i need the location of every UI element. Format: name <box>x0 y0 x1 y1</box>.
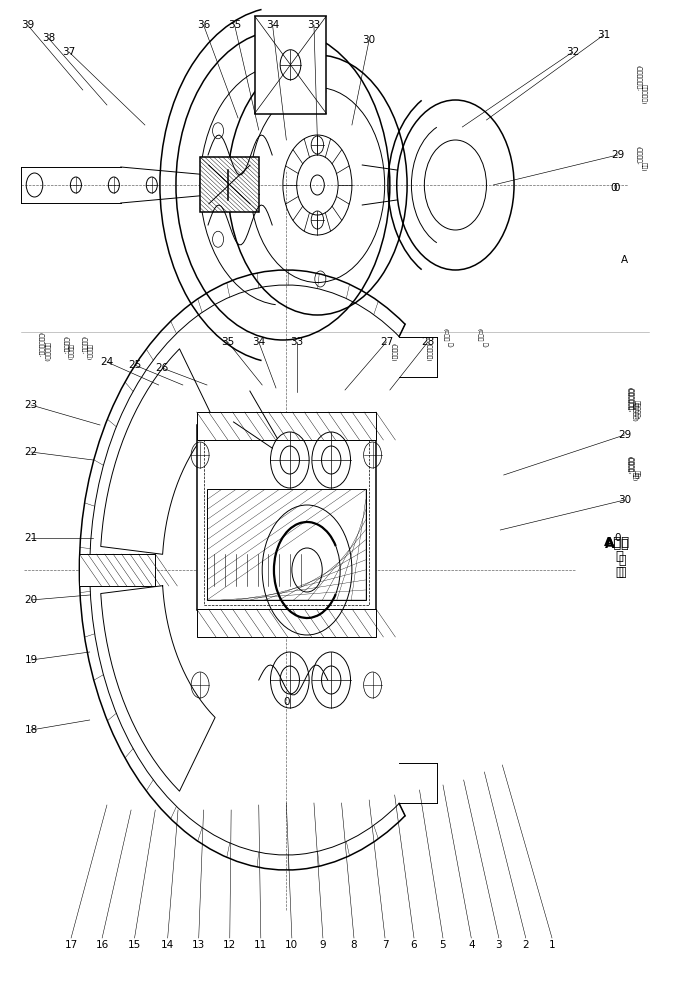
Text: 锁符): 锁符) <box>633 470 639 480</box>
Text: 17: 17 <box>64 940 78 950</box>
Text: 29: 29 <box>618 430 631 440</box>
Bar <box>197 425 376 610</box>
Text: 15: 15 <box>128 940 141 950</box>
Text: 3: 3 <box>495 940 502 950</box>
Text: 重直中弹符): 重直中弹符) <box>633 400 639 420</box>
Text: (刀座弹簧,: (刀座弹簧, <box>627 456 632 474</box>
Text: (固步弹簧,: (固步弹簧, <box>62 336 68 354</box>
Text: 34: 34 <box>266 20 279 30</box>
Bar <box>207 489 366 600</box>
Text: 34: 34 <box>252 337 266 347</box>
Text: 20: 20 <box>24 595 38 605</box>
Text: 23: 23 <box>24 400 38 410</box>
Text: 固步弹簧): 固步弹簧) <box>86 344 91 360</box>
Text: 0: 0 <box>283 697 290 707</box>
Text: 19: 19 <box>24 655 38 665</box>
Text: 35: 35 <box>228 20 242 30</box>
Text: 1: 1 <box>549 940 555 950</box>
Text: 重直中弹符): 重直中弹符) <box>641 84 647 104</box>
Text: 33: 33 <box>307 20 321 30</box>
Text: 水平中弹符): 水平中弹符) <box>43 342 49 362</box>
Text: (自动弹夹刀座,: (自动弹夹刀座, <box>635 65 641 91</box>
Text: (自动弹夹刀座,: (自动弹夹刀座, <box>628 387 633 413</box>
Text: 0: 0 <box>614 533 621 543</box>
Bar <box>204 435 369 605</box>
Text: A～剪: A～剪 <box>605 538 630 552</box>
Text: 14: 14 <box>161 940 175 950</box>
Text: A～剪: A～剪 <box>604 536 631 548</box>
Text: (自动弹夹刀座,: (自动弹夹刀座, <box>38 332 43 358</box>
Text: 31: 31 <box>597 30 611 40</box>
Text: 30: 30 <box>362 35 376 45</box>
Text: 27: 27 <box>380 337 393 347</box>
Text: 21: 21 <box>24 533 38 543</box>
Text: 22: 22 <box>24 447 38 457</box>
Text: 切: 切 <box>615 550 624 564</box>
Text: 36: 36 <box>197 20 210 30</box>
Bar <box>79 554 155 586</box>
Text: 18: 18 <box>24 725 38 735</box>
Text: (刀座弹簧,: (刀座弹簧, <box>628 456 633 474</box>
Text: A: A <box>621 255 628 265</box>
Text: 7: 7 <box>382 940 388 950</box>
Text: 重直中弹符): 重直中弹符) <box>632 402 638 422</box>
Text: 39: 39 <box>21 20 34 30</box>
Text: 9: 9 <box>319 940 326 950</box>
Text: 30: 30 <box>618 495 631 505</box>
Text: 38: 38 <box>41 33 55 43</box>
Text: 切: 切 <box>619 554 626 566</box>
Text: 35: 35 <box>221 337 235 347</box>
Text: 0: 0 <box>611 183 618 193</box>
Text: (固步弹簧,: (固步弹簧, <box>81 336 86 354</box>
Text: 2: 2 <box>522 940 529 950</box>
Text: 25: 25 <box>128 360 141 370</box>
Text: 6: 6 <box>411 940 417 950</box>
Text: (C居弹: (C居弹 <box>477 328 482 342</box>
Text: 32: 32 <box>566 47 580 57</box>
Bar <box>197 609 376 637</box>
Text: 锁符): 锁符) <box>632 472 638 482</box>
Text: 24: 24 <box>100 357 114 367</box>
Text: (导用弹簧): (导用弹簧) <box>425 343 431 361</box>
Text: 26: 26 <box>155 363 169 373</box>
Text: 簧): 簧) <box>482 342 487 348</box>
Text: 簧): 簧) <box>447 342 453 348</box>
Text: 4: 4 <box>468 940 475 950</box>
Text: 12: 12 <box>223 940 237 950</box>
Text: 10: 10 <box>285 940 299 950</box>
Text: 5: 5 <box>440 940 446 950</box>
Text: 锁符): 锁符) <box>641 162 647 172</box>
Bar <box>255 16 326 113</box>
Bar <box>200 157 259 212</box>
Text: 13: 13 <box>192 940 206 950</box>
Text: 大: 大 <box>615 566 624 578</box>
Text: (自动弹夹刀座,: (自动弹夹刀座, <box>627 387 632 413</box>
Text: (刀座弹簧,: (刀座弹簧, <box>635 146 641 164</box>
Text: 0: 0 <box>613 183 620 193</box>
Text: 33: 33 <box>290 337 304 347</box>
Text: 28: 28 <box>421 337 435 347</box>
Text: 11: 11 <box>254 940 268 950</box>
Text: (C居弹: (C居弹 <box>442 328 448 342</box>
Bar <box>197 412 376 440</box>
Text: 29: 29 <box>611 150 624 160</box>
Text: (开闭弹簧): (开闭弹簧) <box>391 343 396 361</box>
Text: 37: 37 <box>62 47 76 57</box>
Text: 16: 16 <box>95 940 109 950</box>
Text: 8: 8 <box>351 940 357 950</box>
Text: 水平弹簧): 水平弹簧) <box>67 344 72 360</box>
Text: 大: 大 <box>619 566 626 578</box>
